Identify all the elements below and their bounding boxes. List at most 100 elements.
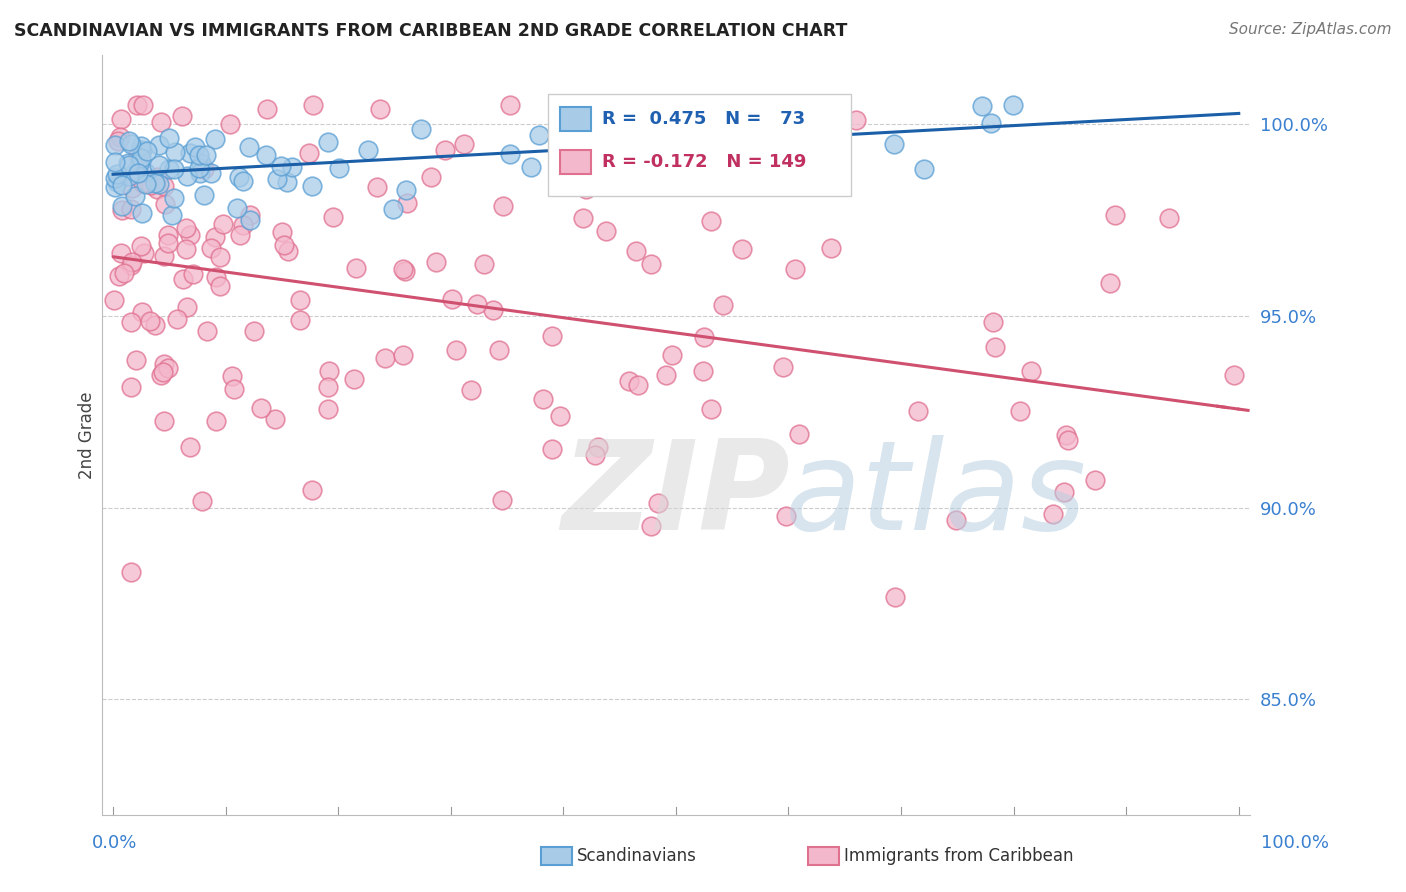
Point	[176, 242, 198, 256]
Point	[121, 181, 143, 195]
Point	[222, 383, 245, 397]
Point	[176, 169, 198, 183]
Point	[425, 255, 447, 269]
Point	[153, 414, 176, 428]
Point	[131, 305, 153, 319]
Point	[301, 178, 323, 193]
Point	[212, 217, 235, 231]
Point	[499, 146, 522, 161]
Point	[172, 109, 194, 123]
Point	[420, 170, 443, 185]
Point	[232, 174, 254, 188]
Point	[491, 492, 513, 507]
Point	[693, 330, 716, 344]
Point	[661, 348, 683, 362]
Point	[165, 145, 187, 160]
Point	[266, 171, 288, 186]
Point	[120, 315, 142, 329]
Point	[195, 148, 218, 162]
Point	[242, 324, 264, 338]
Point	[1157, 211, 1180, 225]
Point	[692, 364, 714, 378]
Point	[318, 364, 340, 378]
Point	[640, 257, 662, 271]
Point	[1042, 507, 1064, 521]
Point	[124, 352, 146, 367]
Point	[103, 293, 125, 308]
Point	[783, 262, 806, 277]
Point	[572, 211, 595, 225]
Point	[460, 383, 482, 397]
Point	[117, 156, 139, 170]
Point	[181, 267, 204, 281]
Point	[711, 298, 734, 312]
Point	[228, 170, 250, 185]
Point	[176, 300, 198, 314]
Point	[232, 219, 254, 233]
Point	[121, 254, 143, 268]
Point	[135, 178, 157, 192]
Point	[200, 241, 222, 255]
Point	[179, 440, 201, 454]
Point	[316, 402, 339, 417]
Point	[647, 496, 669, 510]
Point	[148, 138, 170, 153]
Point	[174, 221, 197, 235]
Point	[298, 146, 321, 161]
Point	[972, 99, 994, 113]
Point	[239, 208, 262, 222]
Point	[731, 242, 754, 256]
Point	[128, 156, 150, 170]
Point	[188, 148, 211, 162]
Point	[191, 493, 214, 508]
Point	[107, 134, 129, 148]
Point	[131, 238, 153, 252]
Point	[453, 136, 475, 151]
Point	[112, 265, 135, 279]
Point	[277, 244, 299, 258]
Point	[1222, 368, 1244, 382]
Point	[1053, 485, 1076, 500]
Point	[980, 116, 1002, 130]
Text: Immigrants from Caribbean: Immigrants from Caribbean	[844, 847, 1073, 865]
Point	[105, 175, 128, 189]
Point	[499, 98, 522, 112]
Point	[195, 324, 218, 338]
Point	[700, 401, 723, 416]
Point	[157, 161, 180, 176]
Point	[157, 130, 180, 145]
Point	[118, 169, 141, 183]
Point	[281, 160, 304, 174]
Point	[179, 146, 201, 161]
Point	[395, 183, 418, 197]
Point	[488, 343, 510, 358]
Point	[105, 167, 128, 181]
Point	[1021, 364, 1043, 378]
Point	[146, 181, 169, 195]
Point	[787, 427, 810, 442]
Point	[104, 137, 127, 152]
Point	[187, 161, 209, 176]
Point	[264, 411, 287, 425]
Point	[465, 297, 488, 311]
Text: R =  0.475   N =   73: R = 0.475 N = 73	[602, 111, 804, 128]
Point	[110, 246, 132, 260]
Point	[945, 513, 967, 527]
Point	[1098, 277, 1121, 291]
Point	[149, 115, 172, 129]
Point	[344, 261, 367, 276]
Point	[152, 249, 174, 263]
Point	[540, 329, 562, 343]
Point	[120, 202, 142, 216]
Point	[193, 187, 215, 202]
Point	[472, 257, 495, 271]
Point	[394, 263, 416, 277]
Point	[820, 241, 842, 255]
Point	[276, 175, 298, 189]
Point	[138, 314, 160, 328]
Point	[131, 143, 153, 157]
Point	[190, 156, 212, 170]
Point	[135, 144, 157, 158]
Point	[301, 98, 323, 112]
Point	[270, 225, 292, 239]
